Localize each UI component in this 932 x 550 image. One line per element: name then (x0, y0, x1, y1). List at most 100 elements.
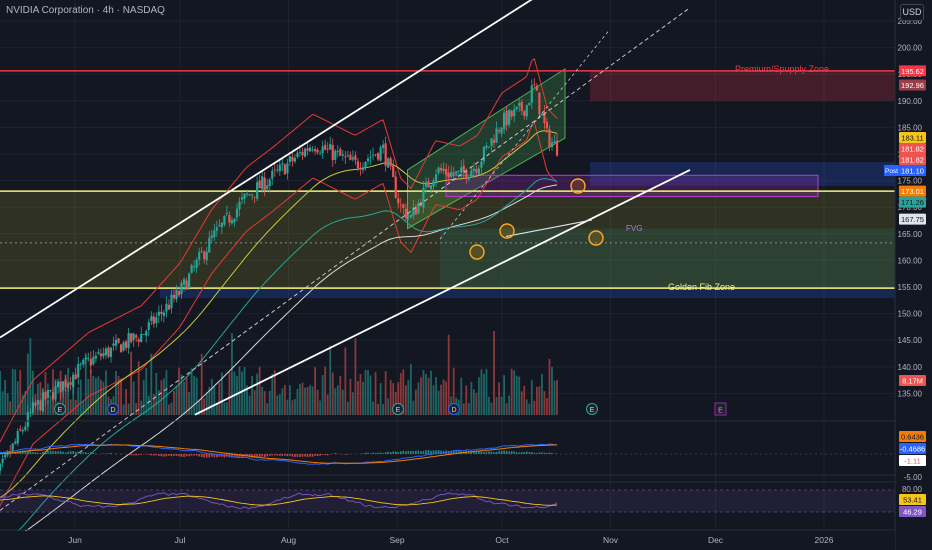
candle-body (450, 172, 453, 177)
macd-tick-label: -5.00 (904, 473, 923, 482)
candle-body (316, 149, 319, 153)
macd-histogram-bar (533, 452, 536, 454)
macd-histogram-bar (19, 450, 22, 454)
time-tick-label: Jul (175, 535, 186, 545)
volume-bar (155, 372, 158, 415)
candle-body (97, 352, 100, 354)
macd-histogram-bar (198, 454, 200, 457)
price-label-box (899, 164, 926, 176)
touch-circle-0[interactable] (469, 244, 485, 260)
macd-histogram-bar (304, 454, 306, 457)
volume-bar (379, 383, 382, 415)
price-label-text: 183.11 (901, 133, 923, 142)
volume-bar (442, 379, 445, 415)
macd-histogram-bar (528, 452, 531, 454)
macd-histogram-bar (132, 454, 135, 456)
macd-histogram-bar (483, 452, 485, 454)
macd-histogram-bar (69, 451, 72, 454)
candle-body (319, 153, 322, 155)
volume-bar (440, 384, 442, 415)
candle-body (77, 364, 80, 378)
volume-bar (427, 377, 430, 415)
rsi-label-1: 46.29 (899, 506, 926, 517)
price-tick-label: 160.00 (898, 256, 923, 265)
volume-bar (183, 381, 185, 415)
candle-body (334, 150, 337, 160)
candle-body (160, 311, 163, 314)
candle-body (41, 392, 45, 412)
time-axis-bg (0, 531, 895, 550)
macd-histogram-bar (54, 451, 57, 454)
volume-bar (430, 370, 432, 415)
candle-body (137, 339, 140, 342)
price-label-text: 173.01 (901, 187, 924, 196)
event-marker-3[interactable]: D (448, 403, 460, 415)
macd-histogram-bar (279, 454, 281, 456)
currency-button[interactable]: USD (900, 4, 924, 21)
macd-histogram-bar (208, 454, 211, 458)
volume-bar (178, 367, 180, 415)
touch-circle-3[interactable] (588, 230, 604, 246)
touch-circle-1[interactable] (499, 223, 515, 239)
candle-body (329, 144, 332, 150)
touch-circle-2[interactable] (570, 178, 586, 194)
candle-body (51, 392, 55, 400)
volume-bar (1, 391, 4, 415)
macd-histogram-bar (190, 454, 193, 456)
drawings[interactable] (0, 0, 691, 511)
event-marker-2[interactable]: E (392, 403, 404, 415)
channel-lower-line[interactable] (194, 169, 691, 416)
volume-bar (145, 368, 148, 415)
macd-histogram-bar (92, 452, 95, 454)
macd-histogram-bar (163, 454, 165, 457)
candle-body (432, 180, 435, 187)
macd-histogram-bar (47, 450, 49, 454)
candle-body (379, 147, 382, 161)
macd-histogram-bar (268, 454, 271, 456)
volume-bar (24, 391, 27, 415)
candle-body (54, 385, 57, 400)
channel-mid-dashed[interactable] (0, 7, 691, 511)
price-label-box (899, 142, 926, 154)
volume-bar (513, 370, 516, 415)
price-tick-label: 165.00 (898, 230, 923, 239)
macd-line (0, 443, 557, 465)
event-marker-0[interactable]: E (54, 403, 66, 415)
macd-histogram-bar (440, 450, 442, 454)
volume-bar (256, 373, 259, 415)
candle-body (442, 168, 445, 171)
candle-body (127, 332, 130, 349)
volume-bar (150, 353, 153, 415)
macd-histogram-bar (77, 451, 80, 454)
sma-line (0, 184, 558, 547)
inner-dashed[interactable] (439, 31, 609, 240)
time-tick-label: Nov (603, 535, 619, 545)
macd-histogram-bar (536, 453, 538, 454)
event-marker-1[interactable]: D (107, 403, 119, 415)
candle-body (349, 154, 352, 161)
price-tick-label: 190.00 (898, 97, 923, 106)
macd-histogram-bar (422, 450, 425, 454)
event-marker-4[interactable]: E (586, 403, 598, 415)
macd-histogram-bar (379, 452, 382, 454)
volume-bar (493, 331, 495, 415)
macd-label-2: -1.11 (899, 455, 926, 466)
channel-upper-line[interactable] (0, 0, 636, 339)
white-trend-segment[interactable] (505, 219, 593, 238)
volume-bar (372, 401, 374, 415)
volume-bar (311, 386, 314, 415)
candle-body (19, 429, 22, 431)
volume-bar (165, 370, 168, 415)
volume-bar (142, 379, 145, 415)
volume-bar (208, 386, 211, 415)
volume-bar (157, 390, 160, 415)
volume-bar (543, 391, 546, 415)
macd-histogram-bar (374, 453, 377, 454)
candle-body (520, 101, 523, 111)
volume-bar (525, 399, 528, 415)
future-earnings-marker[interactable]: E (714, 402, 727, 416)
volume-bar (505, 403, 508, 415)
volume-bar (389, 380, 392, 415)
